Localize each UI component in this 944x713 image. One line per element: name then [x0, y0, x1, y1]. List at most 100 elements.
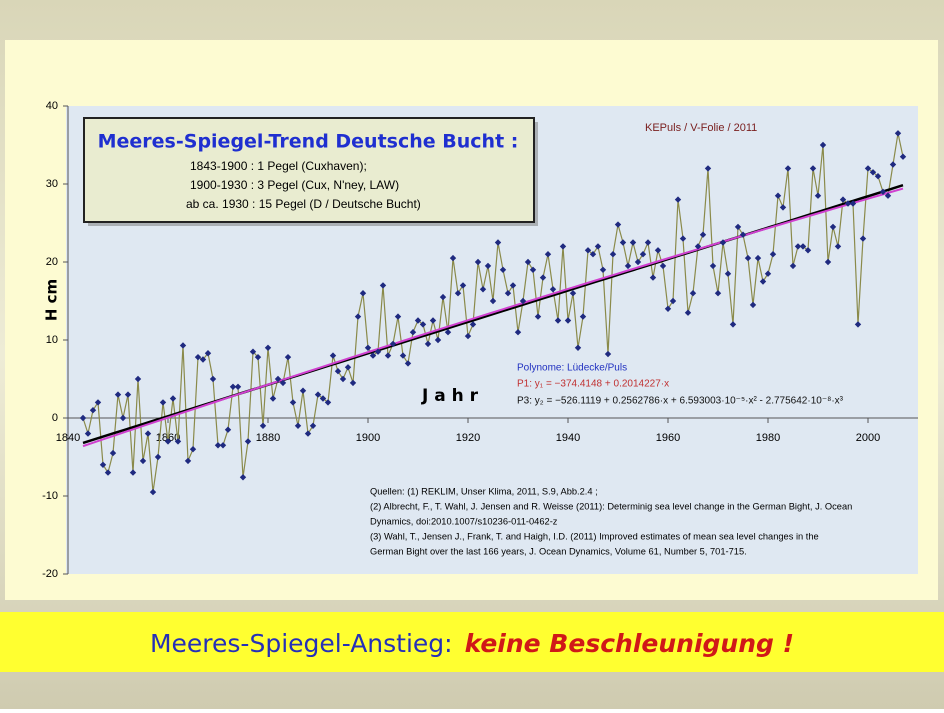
data-point: [834, 243, 842, 250]
data-point: [769, 251, 777, 258]
source-line: Quellen: (1) REKLIM, Unser Klima, 2011, …: [370, 486, 598, 496]
data-point: [189, 446, 197, 453]
data-point: [444, 329, 452, 336]
data-point: [269, 395, 277, 402]
data-point: [619, 239, 627, 246]
data-point: [199, 356, 207, 363]
data-point: [219, 442, 227, 449]
data-point: [734, 223, 742, 231]
data-point: [824, 258, 832, 266]
banner: Meeres-Spiegel-Anstieg: keine Beschleunig…: [150, 629, 794, 658]
data-point: [399, 352, 407, 359]
data-point: [804, 247, 812, 254]
data-point: [789, 262, 797, 270]
data-point: [119, 414, 127, 422]
data-point: [634, 258, 642, 266]
data-point: [284, 353, 292, 361]
data-point: [494, 239, 502, 246]
banner-emphasis: keine Beschleunigung !: [465, 629, 794, 658]
x-tick-label: 1920: [456, 432, 480, 444]
data-point: [864, 165, 872, 172]
data-point: [874, 173, 882, 180]
data-point: [584, 247, 592, 254]
source-line: (3) Wahl, T., Jensen J., Frank, T. and H…: [370, 531, 819, 541]
data-point: [714, 290, 722, 297]
data-point: [174, 438, 182, 445]
data-point: [349, 379, 357, 387]
data-point: [384, 352, 392, 359]
data-point: [324, 399, 332, 406]
data-point: [159, 399, 167, 406]
data-point: [684, 309, 692, 316]
data-point: [514, 329, 522, 336]
data-point: [239, 474, 247, 481]
data-point: [564, 317, 572, 324]
data-point: [754, 254, 762, 262]
data-point: [859, 235, 867, 242]
data-point: [524, 258, 532, 266]
data-point: [429, 317, 437, 324]
data-point: [319, 395, 327, 402]
data-point: [654, 247, 662, 254]
data-point: [454, 290, 462, 297]
data-point: [99, 461, 107, 468]
data-point: [529, 266, 537, 273]
data-point: [689, 290, 697, 297]
trend-line: [82, 187, 904, 448]
data-point: [414, 317, 422, 324]
polynome-title: Polynome: Lüdecke/Puls: [517, 363, 627, 374]
credit: KEPuls / V-Folie / 2011: [645, 122, 757, 134]
data-point: [819, 141, 827, 149]
data-point: [419, 321, 427, 328]
data-point: [369, 352, 377, 359]
y-tick-label: 40: [46, 100, 58, 112]
data-point: [114, 391, 122, 398]
data-point: [209, 375, 217, 383]
data-point: [664, 305, 672, 312]
data-point: [364, 344, 372, 351]
data-point: [884, 192, 892, 199]
data-point: [469, 321, 477, 328]
data-point: [434, 336, 442, 344]
data-point: [744, 254, 752, 262]
data-point: [94, 399, 102, 406]
data-point: [314, 391, 322, 398]
data-point: [344, 364, 352, 371]
data-point: [339, 375, 347, 383]
data-point: [179, 342, 187, 349]
data-point: [509, 282, 517, 289]
data-point: [254, 353, 262, 361]
data-point: [389, 340, 397, 348]
data-point: [764, 270, 772, 277]
data-point: [244, 438, 252, 445]
data-point: [474, 258, 482, 266]
data-point: [499, 266, 507, 273]
data-point: [854, 321, 862, 328]
data-point: [289, 399, 297, 406]
data-point: [169, 395, 177, 402]
data-point: [604, 350, 612, 358]
data-point: [479, 286, 487, 293]
banner-text: Meeres-Spiegel-Anstieg:: [150, 629, 453, 658]
data-point: [229, 383, 237, 390]
data-point: [659, 262, 667, 270]
data-point: [104, 469, 112, 476]
data-point: [109, 449, 117, 457]
data-point: [299, 387, 307, 394]
data-point: [554, 317, 562, 324]
x-tick-label: 1940: [556, 432, 580, 444]
data-point: [394, 313, 402, 320]
title-box: [83, 117, 535, 223]
y-tick-label: 30: [46, 178, 58, 190]
data-point: [799, 243, 807, 250]
data-point: [579, 313, 587, 320]
data-point: [749, 301, 757, 309]
x-tick-label: 2000: [856, 432, 880, 444]
data-point: [259, 422, 267, 429]
data-point: [194, 353, 202, 361]
x-tick-label: 1880: [256, 432, 280, 444]
data-point: [829, 223, 837, 231]
data-point: [899, 153, 907, 160]
data-point: [719, 239, 727, 246]
